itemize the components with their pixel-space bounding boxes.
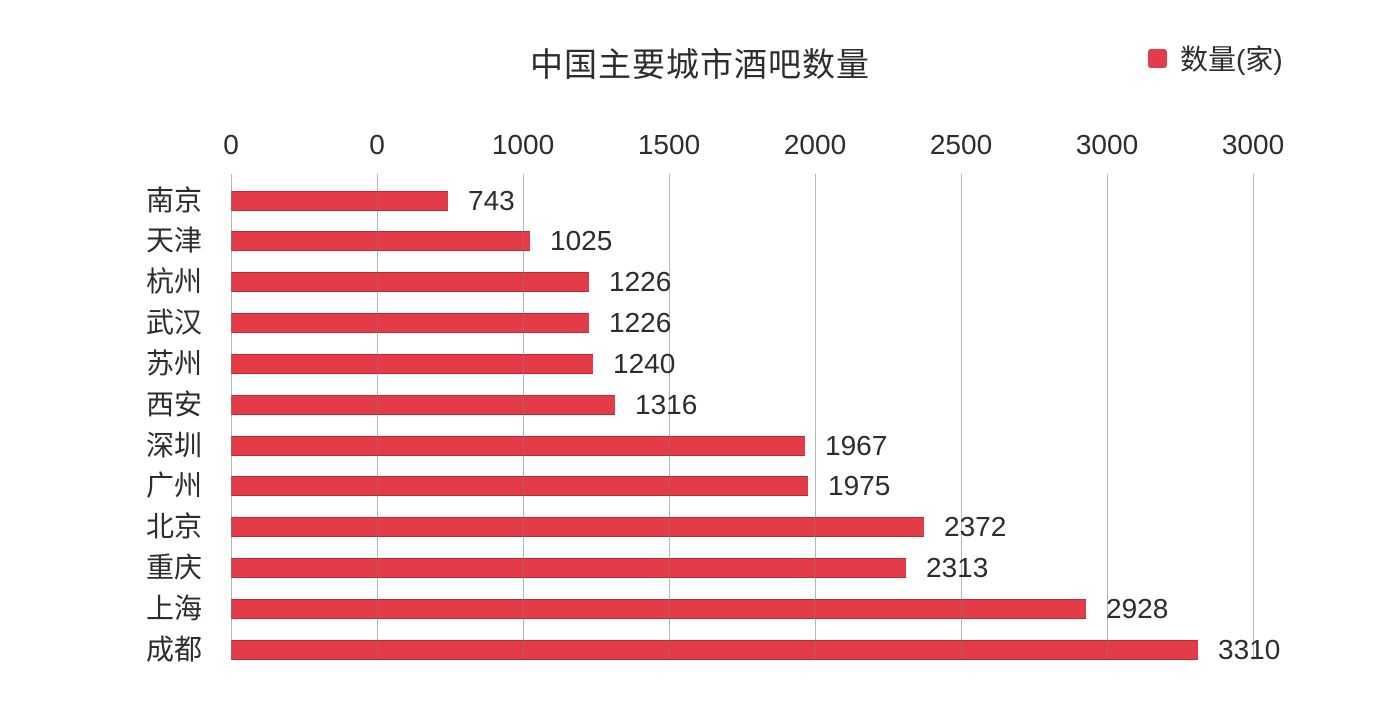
bar-广州[interactable] xyxy=(231,476,808,497)
bar-武汉[interactable] xyxy=(231,313,589,334)
x-tick-label: 3000 xyxy=(1075,129,1139,160)
value-label: 1025 xyxy=(550,225,613,257)
value-label: 2372 xyxy=(944,511,1007,543)
bar-西安[interactable] xyxy=(231,394,615,415)
value-label: 1316 xyxy=(635,388,698,420)
gridline xyxy=(1106,174,1108,660)
value-label: 1975 xyxy=(828,470,891,502)
bar-上海[interactable] xyxy=(231,599,1086,619)
bar-杭州[interactable] xyxy=(231,272,589,293)
category-label-深圳: 深圳 xyxy=(145,429,202,461)
category-label-天津: 天津 xyxy=(145,225,202,257)
category-label-成都: 成都 xyxy=(145,633,202,665)
category-label-南京: 南京 xyxy=(145,184,202,216)
value-label: 1967 xyxy=(825,429,888,461)
bar-重庆[interactable] xyxy=(231,558,906,579)
value-label: 743 xyxy=(468,184,515,216)
gridline xyxy=(1252,174,1254,660)
bar-苏州[interactable] xyxy=(231,353,593,374)
x-tick-label: 0 xyxy=(223,129,239,160)
legend-item[interactable]: 数量(家) xyxy=(1148,44,1283,75)
x-tick-label: 3000 xyxy=(1221,129,1285,160)
bar-天津[interactable] xyxy=(231,231,530,252)
category-label-重庆: 重庆 xyxy=(145,552,202,584)
x-tick-label: 1000 xyxy=(491,129,555,160)
chart-title: 中国主要城市酒吧数量 xyxy=(530,46,870,83)
x-tick-label: 1500 xyxy=(637,129,701,160)
x-tick-label: 2500 xyxy=(929,129,993,160)
x-tick-label: 0 xyxy=(369,129,385,160)
gridline xyxy=(814,174,816,660)
value-label: 1226 xyxy=(609,266,672,298)
category-label-北京: 北京 xyxy=(145,511,202,543)
gridline xyxy=(668,174,670,660)
category-label-上海: 上海 xyxy=(145,593,202,624)
gridline xyxy=(230,174,232,660)
bar-深圳[interactable] xyxy=(231,435,805,456)
value-label: 2313 xyxy=(926,552,989,584)
value-label: 3310 xyxy=(1218,633,1281,665)
category-label-武汉: 武汉 xyxy=(145,307,202,339)
gridline xyxy=(376,174,378,660)
bar-北京[interactable] xyxy=(231,517,924,538)
category-label-苏州: 苏州 xyxy=(145,347,202,379)
category-label-广州: 广州 xyxy=(145,470,202,502)
bar-成都[interactable] xyxy=(231,639,1198,660)
value-label: 1226 xyxy=(609,307,672,339)
gridline xyxy=(960,174,962,660)
value-label: 2928 xyxy=(1106,593,1169,624)
value-label: 1240 xyxy=(613,347,676,379)
category-label-杭州: 杭州 xyxy=(145,266,202,298)
bar-南京[interactable] xyxy=(231,190,448,211)
legend-label: 数量(家) xyxy=(1180,44,1283,75)
category-label-西安: 西安 xyxy=(145,388,202,420)
x-tick-label: 2000 xyxy=(783,129,847,160)
legend-swatch-icon xyxy=(1148,48,1167,68)
gridline xyxy=(522,174,524,660)
